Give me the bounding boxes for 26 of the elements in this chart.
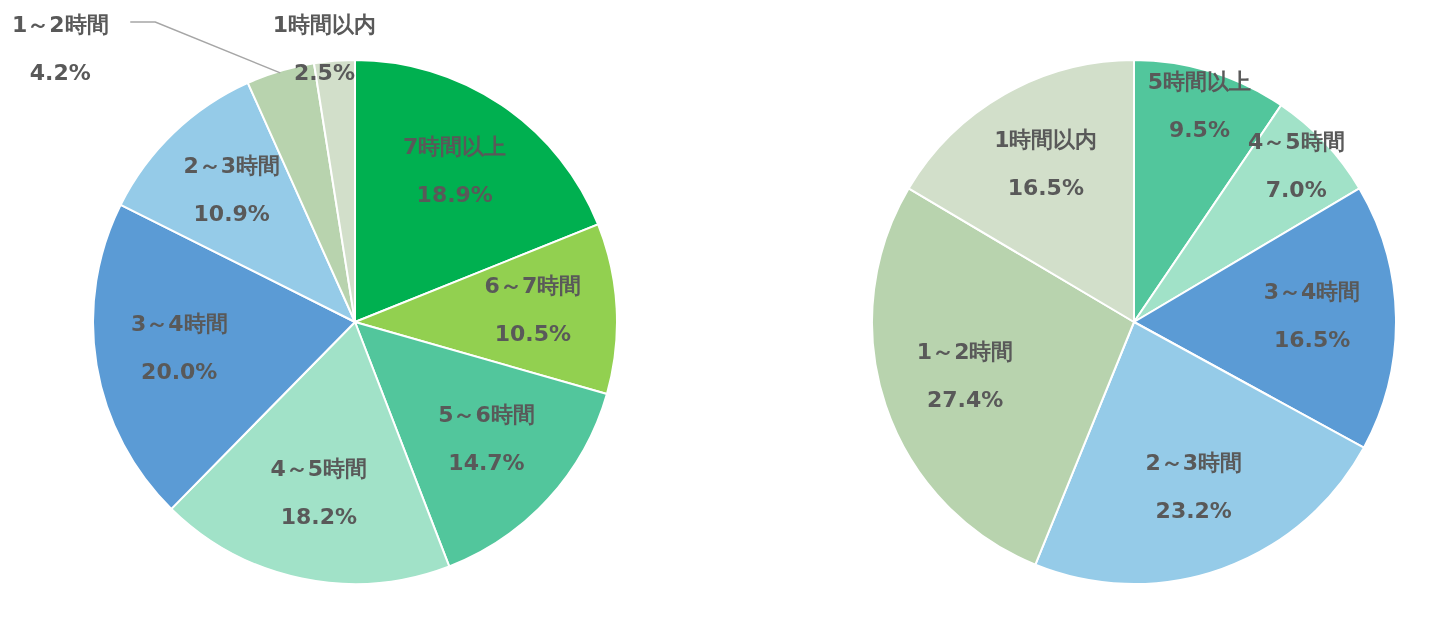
- data-label: 7.0%: [1265, 177, 1327, 203]
- slice-label: 5～6時間: [438, 402, 535, 428]
- slice-label: 1時間以内: [272, 12, 377, 37]
- data-label: 18.2%: [280, 504, 357, 530]
- slice-label: 3～4時間: [1263, 278, 1361, 304]
- slice-label: 1～2時間: [11, 12, 109, 37]
- slice-label: 3～4時間: [130, 311, 228, 337]
- slice-label: 7時間以上: [403, 134, 507, 160]
- data-label: 18.9%: [416, 182, 493, 208]
- data-label: 2.5%: [293, 60, 355, 85]
- data-label: 20.0%: [141, 359, 218, 385]
- data-label: 14.7%: [448, 450, 525, 476]
- slice-label: 4～5時間: [270, 456, 368, 482]
- data-label: 27.4%: [926, 386, 1004, 412]
- data-label: 10.9%: [193, 201, 270, 227]
- data-label: 4.2%: [29, 60, 91, 85]
- slice-label: 6～7時間: [484, 272, 582, 298]
- data-label: 10.5%: [494, 320, 572, 346]
- data-label: 16.5%: [1007, 175, 1084, 201]
- data-label: 16.5%: [1273, 326, 1351, 352]
- slice-label: 1時間以内: [994, 127, 1098, 153]
- data-label: 9.5%: [1168, 117, 1230, 143]
- slice-label: 2～3時間: [183, 153, 281, 179]
- slice-label: 2～3時間: [1145, 449, 1243, 475]
- slice-label: 1～2時間: [916, 338, 1014, 364]
- data-label: 23.2%: [1155, 497, 1232, 523]
